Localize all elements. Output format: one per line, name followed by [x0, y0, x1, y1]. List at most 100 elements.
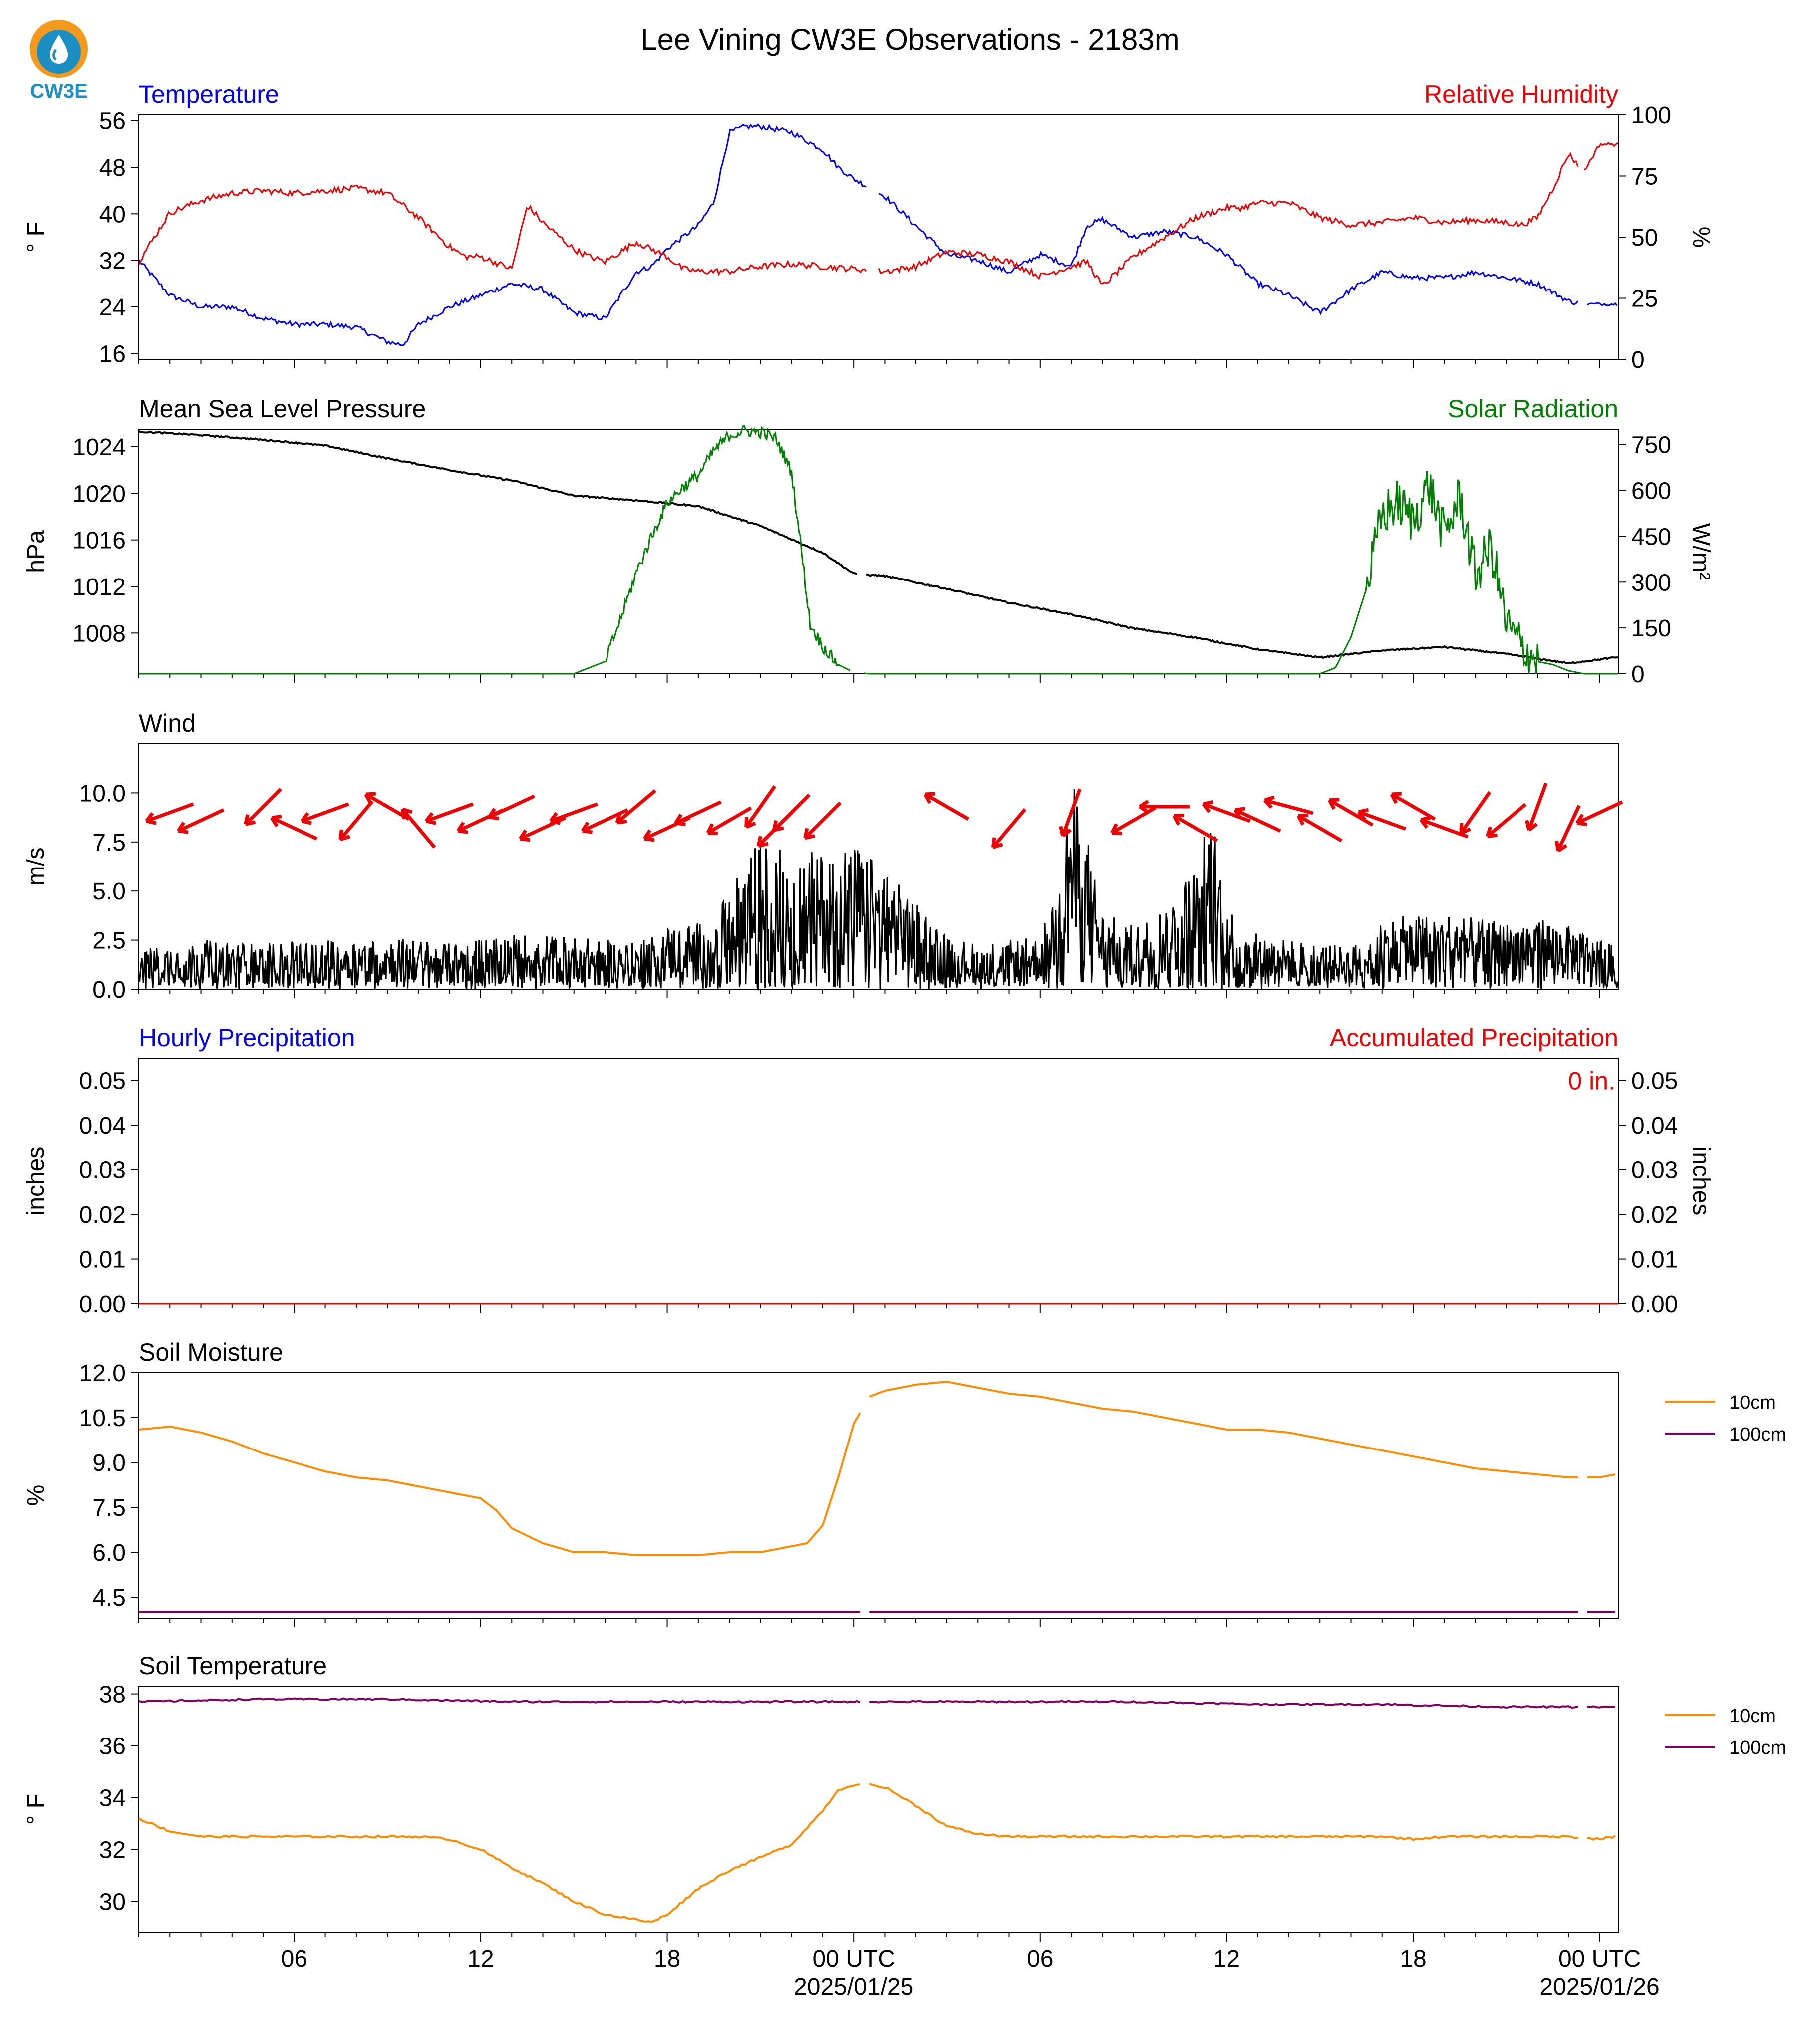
- wind-direction-arrow: [1233, 807, 1281, 833]
- y-tick-label: 56: [99, 108, 126, 135]
- wind-arrow-head: [615, 812, 627, 825]
- y-tick-label: 0.02: [1631, 1202, 1678, 1228]
- y-tick-label: 0.04: [79, 1113, 126, 1139]
- soil-temperature-100cm-line: [1587, 1705, 1615, 1709]
- wind-arrow-head: [300, 812, 312, 825]
- wind-arrow-shaft: [1576, 800, 1623, 825]
- wind-arrow-head: [1138, 800, 1149, 814]
- logo-drop-highlight: [52, 49, 57, 61]
- wind-arrow-head: [1328, 798, 1340, 810]
- solar-radiation-line: [863, 471, 1618, 675]
- y-tick-label: 0.03: [1631, 1158, 1678, 1184]
- temperature-line: [138, 123, 867, 346]
- wind-arrow-shaft: [244, 788, 282, 826]
- wind-arrow-head: [338, 829, 350, 842]
- wind-arrow-head: [1172, 813, 1184, 826]
- y-tick-label: 100: [1631, 102, 1671, 129]
- x-tick-date-label: 2025/01/26: [1540, 1974, 1660, 2000]
- wind-arrow-shaft: [339, 800, 374, 841]
- y-tick-label: 24: [99, 294, 126, 321]
- right-axis-label: W/m²: [1688, 523, 1714, 580]
- left-axis-label: %: [23, 1485, 49, 1506]
- wind-direction-arrow: [744, 785, 776, 829]
- x-tick-label: 12: [1213, 1946, 1240, 1972]
- relative-humidity-line: [878, 152, 1579, 285]
- legend-label: 10cm: [1729, 1392, 1776, 1413]
- wind-arrow-head: [1419, 816, 1431, 829]
- wind-arrow-shaft: [1203, 802, 1251, 823]
- y-tick-label: 32: [99, 248, 126, 275]
- wind-arrow-head: [1059, 826, 1072, 838]
- wind-arrow-head: [1555, 841, 1567, 853]
- y-tick-label: 2.5: [92, 928, 126, 954]
- logo-text: CW3E: [30, 80, 88, 102]
- y-tick-label: 32: [99, 1837, 126, 1864]
- y-tick-label: 10.5: [79, 1405, 126, 1432]
- x-tick-label: 18: [1400, 1946, 1426, 1972]
- wind-arrow-shaft: [1390, 792, 1436, 821]
- legend-label: 100cm: [1729, 1424, 1786, 1445]
- y-tick-label: 10.0: [79, 780, 126, 807]
- wind-arrow-head: [803, 828, 815, 840]
- y-tick-label: 1012: [72, 574, 126, 600]
- wind-arrow-head: [1575, 814, 1587, 826]
- wind-direction-arrow: [1486, 803, 1527, 839]
- y-tick-label: 9.0: [92, 1450, 126, 1476]
- left-axis-label: ° F: [23, 222, 49, 253]
- y-tick-label: 1024: [72, 434, 126, 461]
- y-tick-label: 40: [99, 201, 126, 228]
- wind-panel-frame: [138, 743, 1619, 990]
- wind-arrow-shaft: [1264, 798, 1314, 815]
- temperature-line: [878, 193, 1579, 315]
- wind-arrow-head: [1525, 820, 1538, 832]
- soil-temperature-10cm-line: [1587, 1835, 1616, 1841]
- wind-arrow-shaft: [744, 785, 776, 828]
- wind-arrow-shaft: [804, 801, 842, 840]
- wind-direction-arrow: [991, 808, 1027, 849]
- relative-humidity-line: [138, 184, 867, 276]
- y-tick-label: 0: [1631, 347, 1645, 373]
- wind-arrow-head: [1486, 826, 1498, 839]
- temp-rh-panel: Temperature Relative Humidity 16 24 32 40 48 56…: [23, 80, 1714, 373]
- panel-title-left: Temperature: [139, 80, 279, 108]
- panel-title-left: Hourly Precipitation: [139, 1024, 355, 1052]
- soil-temperature-legend: 10cm 100cm: [1665, 1706, 1786, 1758]
- soil-temperature-panel-frame: [138, 1686, 1619, 1933]
- y-tick-label: 300: [1631, 570, 1671, 596]
- wind-arrow-head: [549, 812, 561, 825]
- left-axis-label: ° F: [23, 1794, 49, 1825]
- wind-direction-arrow: [1328, 798, 1374, 827]
- precip-total-annotation: 0 in.: [1568, 1067, 1615, 1095]
- wind-direction-arrow: [270, 815, 318, 841]
- y-tick-label: 12.0: [79, 1360, 126, 1387]
- wind-arrow-head: [923, 792, 935, 804]
- wind-arrow-head: [756, 836, 769, 848]
- x-tick-label: 06: [1027, 1946, 1053, 1972]
- wind-arrow-shaft: [772, 793, 811, 832]
- y-tick-label: 34: [99, 1785, 126, 1812]
- y-tick-label: 150: [1631, 615, 1671, 642]
- pressure-line: [866, 573, 1619, 664]
- right-axis-label: inches: [1688, 1147, 1714, 1216]
- wind-arrow-shaft: [1460, 791, 1492, 834]
- wind-arrow-head: [1357, 808, 1369, 821]
- x-tick-label: 18: [654, 1946, 680, 1972]
- wind-arrow-head: [400, 807, 413, 820]
- soil-moisture-legend: 10cm 100cm: [1665, 1392, 1786, 1445]
- wind-direction-arrow: [615, 789, 656, 825]
- wind-direction-arrow: [923, 792, 970, 821]
- wind-arrow-shaft: [1556, 805, 1581, 852]
- y-tick-label: 7.5: [92, 830, 126, 856]
- wind-arrow-shaft: [675, 800, 722, 825]
- wind-direction-arrow: [1555, 805, 1581, 853]
- wind-arrow-shaft: [177, 808, 225, 833]
- wind-arrow-head: [1296, 813, 1309, 826]
- wind-arrow-head: [1233, 807, 1245, 820]
- panels: Temperature Relative Humidity 16 24 32 40 48 56…: [23, 80, 1786, 2000]
- wind-arrow-shaft: [924, 792, 970, 821]
- soil-temperature-100cm-line: [869, 1700, 1578, 1709]
- soil-temperature-panel: Soil Temperature 30 32 34 36 38 ° F 10cm 100cm 06…: [23, 1652, 1786, 2000]
- wind-arrow-head: [772, 820, 784, 832]
- wind-direction-arrow: [1575, 800, 1623, 826]
- wind-arrow-head: [1110, 823, 1122, 835]
